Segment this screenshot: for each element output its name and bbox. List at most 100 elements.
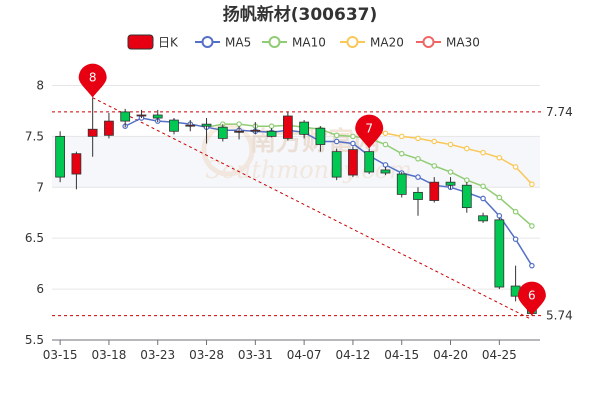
candle-body (299, 121, 310, 135)
marker-pin (355, 114, 384, 149)
ma5-point (350, 140, 356, 147)
candle-body (250, 129, 261, 132)
x-tick-label: 03-23 (140, 348, 175, 362)
marker-label: 7 (365, 122, 373, 136)
x-tick-label: 03-18 (91, 348, 126, 362)
ma5-point (480, 195, 486, 202)
candle-body (478, 215, 488, 222)
trend-line (92, 97, 533, 321)
ma10-point (236, 121, 242, 127)
x-tick-label: 03-28 (189, 348, 224, 362)
candle-body (429, 181, 440, 201)
legend-swatch-dot (422, 36, 435, 48)
candles (55, 97, 537, 316)
ma10-point (398, 150, 405, 157)
legend-swatch-dot (268, 36, 281, 48)
ma20-point (463, 145, 470, 152)
trend-line-group (92, 97, 533, 321)
ma5-point (415, 174, 421, 180)
ma10-point (480, 183, 486, 190)
ma10-point (350, 133, 356, 140)
x-tick-label: 03-31 (238, 348, 273, 362)
candle-body (185, 124, 196, 127)
x-tick-label: 04-15 (384, 348, 419, 362)
candle-body (331, 151, 342, 178)
ma10-point (382, 141, 389, 148)
x-tick-label: 04-20 (433, 348, 468, 362)
legend-swatch-dot (346, 36, 359, 48)
chart-title: 扬帆新材(300637) (223, 4, 378, 25)
ma20-point (529, 181, 535, 188)
x-tick-label: 04-25 (482, 348, 517, 362)
candle-body (364, 151, 375, 173)
legend: 日K MA5 MA10 MA20 MA30 (127, 34, 480, 50)
candle-body (380, 169, 391, 174)
x-axis: 03-15 03-18 03-23 03-28 03-31 04-07 04-12 04-15… (43, 339, 540, 362)
candle-body (87, 128, 98, 137)
legend-label: MA10 (292, 36, 326, 50)
reference-line-label: 7.74 (546, 105, 573, 119)
candle-body (120, 111, 131, 122)
legend-label: MA5 (225, 36, 251, 50)
legend-swatch-kline (127, 34, 154, 50)
candle-body (315, 127, 326, 145)
candle-body (396, 173, 407, 195)
x-tick-label: 04-07 (287, 348, 322, 362)
candle-body (169, 119, 179, 132)
y-tick-label: 5.5 (25, 333, 44, 347)
candle-body (152, 114, 163, 119)
ma20-point (382, 130, 389, 137)
y-tick-label: 6 (36, 282, 44, 296)
ma20-point (496, 154, 503, 161)
candle-body (104, 120, 114, 136)
ma10-point (333, 132, 340, 139)
legend-swatch-dot (201, 36, 214, 48)
plot-band (52, 136, 540, 188)
ma20-point (431, 138, 438, 145)
candle-body (234, 130, 244, 133)
y-tick-label: 7.5 (25, 129, 44, 143)
candle-body (136, 114, 147, 117)
candle-body (201, 123, 212, 127)
legend-label: MA30 (446, 36, 480, 50)
x-tick-label: 03-15 (43, 348, 78, 362)
y-tick-label: 8 (36, 78, 44, 92)
candle-body (461, 184, 472, 209)
ma20-point (447, 141, 454, 148)
marker-label: 8 (89, 71, 97, 85)
ma10-point (268, 123, 275, 129)
reference-line-label: 5.74 (546, 309, 573, 323)
legend-label: MA20 (370, 36, 404, 50)
candle-body (266, 130, 277, 137)
ma10-point (447, 169, 454, 175)
candle-body (445, 181, 456, 186)
marker-label: 6 (528, 289, 536, 303)
ma5-point (529, 262, 535, 269)
marker-pin (78, 63, 107, 98)
ma5-point (512, 236, 519, 243)
y-tick-label: 7 (36, 180, 44, 194)
candle-body (71, 153, 82, 175)
candle-body (55, 135, 66, 178)
ma20-point (398, 133, 405, 140)
ma10-point (496, 194, 503, 201)
ma5-point (382, 162, 389, 168)
reference-lines: 7.74 5.74 (52, 105, 573, 323)
ma10-point (415, 155, 421, 162)
legend-label: 日K (158, 36, 179, 50)
watermark-logo (201, 123, 255, 177)
ma10-point (463, 177, 470, 183)
ma20-point (512, 164, 519, 170)
ma10-point (431, 163, 438, 169)
ma20-point (415, 135, 421, 142)
candle-body (217, 126, 228, 139)
markers: 8 7 6 (78, 63, 546, 316)
ma5-point (496, 212, 503, 219)
marker-pin (517, 281, 546, 316)
y-axis: 8 7.5 7 6.5 6 5.5 (25, 78, 44, 347)
candle-body (348, 149, 358, 176)
ma10-point (529, 223, 535, 229)
candle-body (494, 219, 505, 288)
x-tick-label: 04-12 (335, 348, 370, 362)
